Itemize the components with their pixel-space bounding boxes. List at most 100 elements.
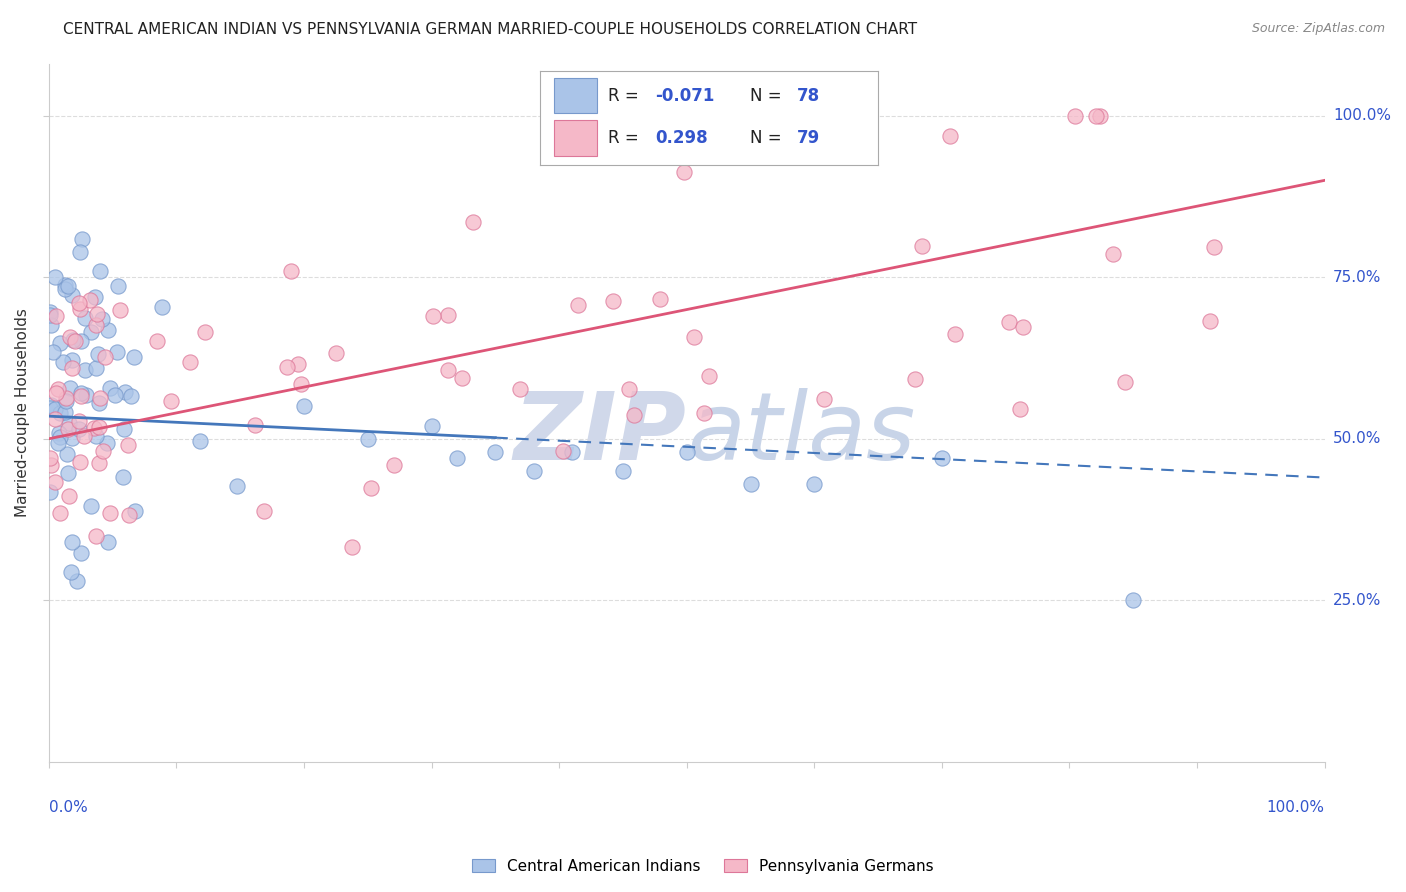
Point xyxy=(69,455,91,469)
Point xyxy=(280,264,302,278)
Point xyxy=(111,470,134,484)
Point xyxy=(672,165,695,179)
Point xyxy=(146,334,169,348)
Point xyxy=(84,360,107,375)
Point xyxy=(911,239,934,253)
Point xyxy=(104,388,127,402)
Point xyxy=(69,389,91,403)
Point xyxy=(619,382,641,396)
Point xyxy=(63,334,86,348)
Point xyxy=(39,318,62,333)
Point xyxy=(740,477,762,491)
Point xyxy=(1102,246,1125,260)
Point xyxy=(360,481,382,495)
Point xyxy=(276,360,298,375)
Point xyxy=(91,444,114,458)
Point xyxy=(67,296,90,310)
Point xyxy=(114,384,136,399)
Point xyxy=(523,464,546,478)
Point xyxy=(49,406,72,420)
Point xyxy=(60,431,83,445)
Point xyxy=(39,304,62,318)
Point xyxy=(553,443,575,458)
Point xyxy=(91,312,114,326)
Point xyxy=(420,418,443,433)
Point xyxy=(70,232,93,246)
Point xyxy=(79,293,101,307)
Point xyxy=(53,282,76,296)
Point xyxy=(94,350,117,364)
Point xyxy=(41,458,63,472)
Point xyxy=(292,400,315,414)
Point xyxy=(931,451,953,466)
Point xyxy=(48,382,70,396)
Text: 25.0%: 25.0% xyxy=(1333,593,1381,607)
Point xyxy=(56,447,79,461)
Point xyxy=(446,451,468,466)
Point xyxy=(87,420,110,434)
Point xyxy=(813,392,835,406)
Point xyxy=(122,350,145,364)
Point xyxy=(59,565,82,579)
Point xyxy=(42,345,65,359)
Point xyxy=(117,438,139,452)
Point xyxy=(41,398,63,412)
Y-axis label: Married-couple Households: Married-couple Households xyxy=(15,309,30,517)
Point xyxy=(650,292,672,306)
Point xyxy=(67,414,90,428)
Point xyxy=(287,357,309,371)
Point xyxy=(39,401,62,415)
Point xyxy=(96,436,118,450)
Point xyxy=(73,310,96,325)
Point xyxy=(86,528,108,542)
Point xyxy=(89,391,111,405)
Point xyxy=(97,323,120,337)
Point xyxy=(623,408,645,422)
Point xyxy=(1202,240,1225,254)
Point xyxy=(80,325,103,339)
Point xyxy=(55,394,77,409)
Point xyxy=(509,382,531,396)
Point xyxy=(87,395,110,409)
Point xyxy=(567,298,589,312)
Point xyxy=(48,425,70,440)
Point xyxy=(1088,109,1111,123)
Point xyxy=(89,264,111,278)
Point xyxy=(80,499,103,513)
Point xyxy=(59,330,82,344)
Point xyxy=(1122,593,1144,607)
Point xyxy=(62,288,84,302)
Point xyxy=(1011,319,1033,334)
Legend: Central American Indians, Pennsylvania Germans: Central American Indians, Pennsylvania G… xyxy=(467,853,939,880)
Point xyxy=(110,302,132,317)
Point xyxy=(1008,401,1031,416)
Point xyxy=(120,389,142,403)
Point xyxy=(290,377,312,392)
Point xyxy=(60,353,83,368)
Point xyxy=(675,444,697,458)
Point xyxy=(45,310,67,324)
Point xyxy=(98,382,121,396)
Point xyxy=(107,279,129,293)
Point xyxy=(69,334,91,348)
Point xyxy=(44,412,66,426)
Point xyxy=(44,269,66,284)
Point xyxy=(243,418,266,433)
Point xyxy=(69,385,91,400)
Point xyxy=(340,540,363,554)
Point xyxy=(52,355,75,369)
Point xyxy=(45,385,67,400)
Point xyxy=(112,422,135,436)
Point xyxy=(484,444,506,458)
Point xyxy=(62,333,84,347)
Point xyxy=(150,301,173,315)
Point xyxy=(73,428,96,442)
Point xyxy=(59,381,82,395)
Point xyxy=(44,475,66,489)
Point xyxy=(683,330,706,344)
Point xyxy=(357,432,380,446)
Point xyxy=(194,326,217,340)
Point xyxy=(60,534,83,549)
Point xyxy=(49,335,72,350)
Point xyxy=(87,456,110,470)
